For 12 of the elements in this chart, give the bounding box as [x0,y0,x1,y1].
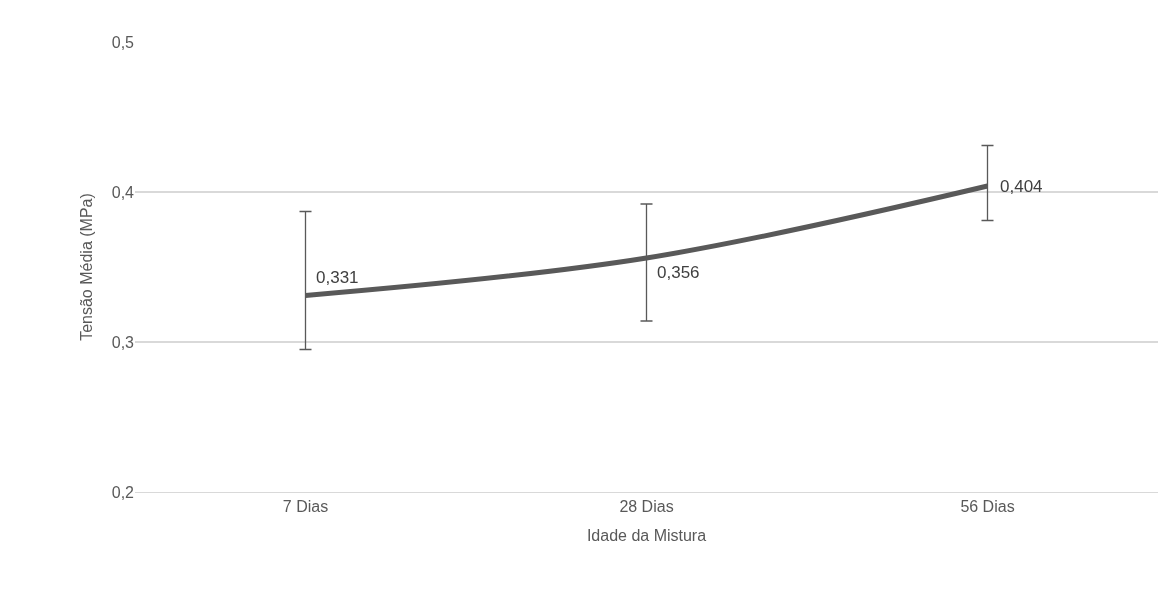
data-label: 0,356 [657,263,700,282]
y-axis-title: Tensão Média (MPa) [77,193,95,341]
y-tick-label: 0,2 [111,483,135,501]
y-tick-label: 0,5 [111,33,135,51]
x-axis-title: Idade da Mistura [586,526,707,544]
data-label: 0,404 [1000,177,1043,196]
y-tick-label: 0,3 [111,333,135,351]
x-tick-label: 28 Dias [619,498,674,516]
x-tick-label: 7 Dias [282,498,329,516]
x-tick-label: 56 Dias [960,498,1015,516]
data-label: 0,331 [316,268,359,287]
y-tick-label: 0,4 [111,183,135,201]
